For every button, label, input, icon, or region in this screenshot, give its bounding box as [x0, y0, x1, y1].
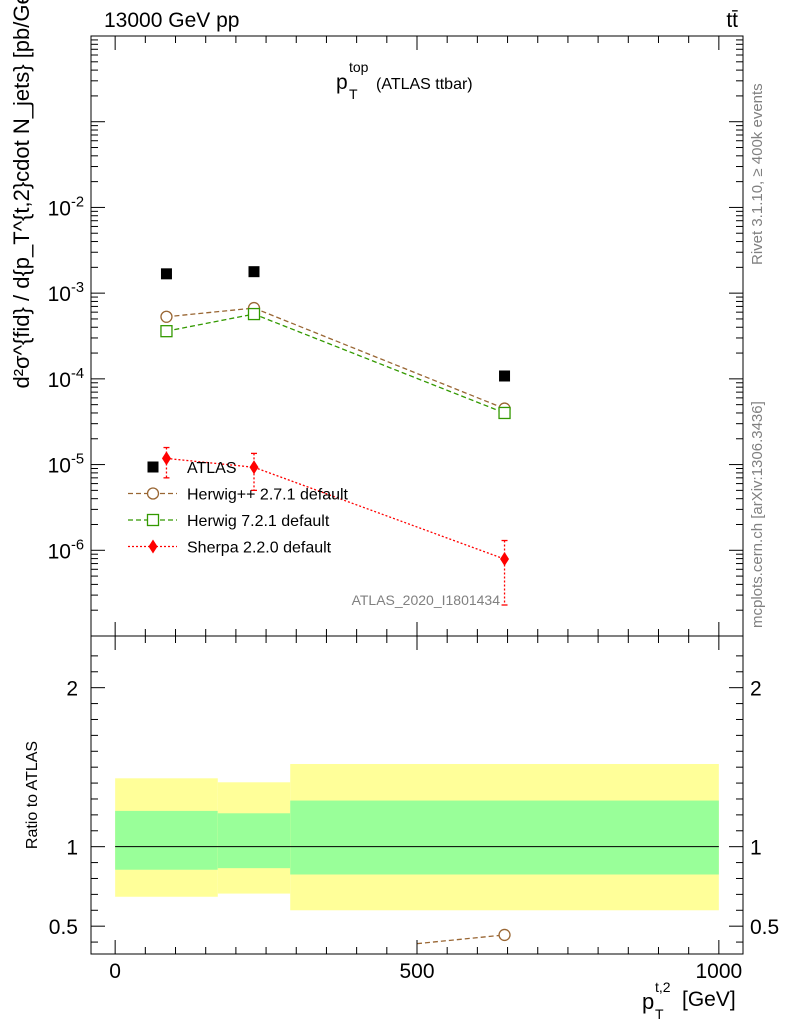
x-tick-label: 500 [399, 960, 434, 983]
legend: ATLAS Herwig++ 2.7.1 default Herwig 7.2.1 … [128, 460, 349, 557]
x-axis-label-main: p [642, 989, 654, 1014]
ratio-y-tick-label: 1 [66, 837, 78, 860]
main-y-tick-label: 10-5 [48, 452, 84, 478]
main-panel: 10-6 10-5 10-4 10-3 10-2 p top T (ATLAS ttba… [9, 0, 744, 637]
data-point [248, 266, 260, 278]
ratio-uncertainty-bands [115, 763, 719, 911]
title-subscript: T [349, 86, 358, 102]
ratio-y-tick-label-right: 2 [750, 678, 762, 701]
series-herwig-2-7-1-default [160, 301, 511, 415]
main-series-layer [160, 266, 511, 606]
ratio-y-axis-label: Ratio to ATLAS [24, 741, 41, 849]
series-atlas [160, 266, 511, 382]
data-point [498, 406, 511, 420]
main-y-axis-label: d²σ^{fid} / d{p_T^{t,2}cdot N_jets} [pb/… [9, 0, 34, 389]
legend-label: Herwig 7.2.1 default [187, 513, 330, 530]
legend-marker [146, 513, 160, 527]
ratio-panel: 0.5 0.5 1 1 2 2 0 500 1000 Ratio to ATLAS p t,2… [24, 635, 779, 1022]
x-tick-labels: 0 500 1000 [109, 960, 742, 983]
ratio-points-layer [416, 928, 511, 945]
data-point [499, 370, 511, 382]
series-line [166, 307, 505, 410]
process-label: tt̄ [726, 9, 738, 32]
ratio-point [498, 928, 511, 942]
data-point [247, 307, 261, 321]
title-superscript: top [349, 59, 369, 75]
legend-label: Herwig++ 2.7.1 default [187, 487, 349, 504]
ratio-axis-ticks [91, 636, 743, 954]
ratio-y-tick-label-right: 0.5 [750, 916, 779, 939]
legend-label: ATLAS [187, 460, 237, 477]
inner-band [217, 813, 291, 869]
series-herwig-7-2-1-default [160, 307, 511, 420]
data-point [249, 460, 259, 475]
main-y-axis-label-text: d²σ^{fid} / d{p_T^{t,2}cdot N_jets} [pb/… [9, 0, 34, 389]
legend-label: Sherpa 2.2.0 default [187, 540, 332, 557]
x-axis-label-unit: [GeV] [682, 988, 736, 1011]
x-axis-label: p t,2 T [GeV] [642, 979, 736, 1022]
legend-entry: ATLAS [147, 460, 237, 477]
analysis-id-label: ATLAS_2020_I1801434 [352, 592, 501, 608]
legend-entry: Herwig++ 2.7.1 default [128, 487, 349, 504]
ratio-y-tick-label: 0.5 [49, 916, 78, 939]
legend-marker [146, 487, 160, 500]
main-y-tick-label: 10-3 [48, 280, 84, 306]
legend-marker [147, 461, 159, 473]
data-point [160, 268, 172, 280]
plot-title: p top T (ATLAS ttbar) [336, 59, 473, 102]
series-line [166, 457, 505, 560]
main-y-tick-labels: 10-6 10-5 10-4 10-3 10-2 [48, 194, 84, 563]
ratio-series-line [416, 934, 505, 945]
inner-band [115, 810, 218, 870]
energy-label: 13000 GeV pp [104, 9, 239, 32]
mcplots-label: mcplots.cern.ch [arXiv:1306.3436] [749, 401, 766, 628]
title-main: p [336, 71, 348, 94]
main-y-tick-label: 10-4 [48, 366, 84, 392]
rivet-version-label: Rivet 3.1.10, ≥ 400k events [749, 83, 766, 265]
data-point [161, 451, 171, 466]
main-axis-ticks [91, 35, 743, 637]
title-rest: (ATLAS ttbar) [376, 76, 473, 93]
ratio-y-tick-label-right: 1 [750, 837, 762, 860]
series-sherpa-2-2-0-default [161, 446, 510, 606]
x-axis-label-superscript: t,2 [655, 979, 671, 995]
series-line [166, 313, 505, 414]
ratio-y-tick-label: 2 [66, 678, 78, 701]
inner-band [290, 800, 719, 875]
data-point [500, 552, 510, 567]
x-tick-label: 1000 [695, 960, 742, 983]
ratio-y-tick-labels: 0.5 0.5 1 1 2 2 [49, 678, 779, 940]
x-axis-label-subscript: T [655, 1006, 664, 1022]
data-point [160, 325, 173, 338]
data-point [160, 310, 173, 323]
legend-entry: Sherpa 2.2.0 default [128, 539, 332, 557]
legend-marker [148, 539, 158, 554]
x-tick-label: 0 [109, 960, 121, 983]
legend-entry: Herwig 7.2.1 default [128, 513, 330, 530]
main-y-tick-label: 10-6 [48, 537, 84, 563]
main-y-tick-label: 10-2 [48, 194, 84, 220]
